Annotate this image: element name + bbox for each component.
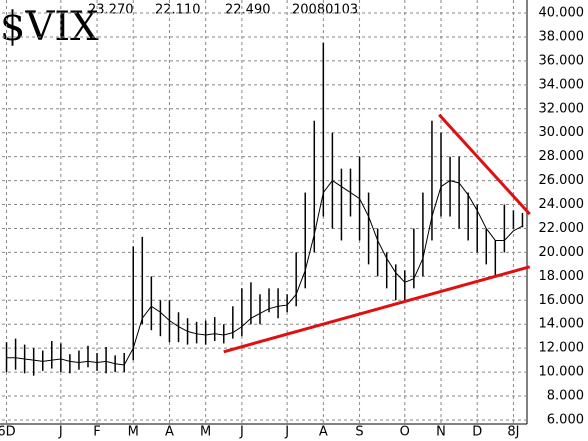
x-tick-label: M xyxy=(200,425,211,440)
x-tick-label: S xyxy=(355,425,363,440)
y-tick-label: 34.000 xyxy=(539,77,585,92)
y-tick-label: 14.000 xyxy=(539,317,585,332)
y-tick-label: 32.000 xyxy=(539,101,585,116)
header-value: 23.270 xyxy=(88,3,134,18)
x-tick-label: 8J xyxy=(507,425,519,440)
x-tick-label: J xyxy=(284,425,289,440)
x-tick-label: J xyxy=(58,425,63,440)
y-tick-label: 36.000 xyxy=(539,53,585,68)
x-tick-label: O xyxy=(400,425,410,440)
y-tick-label: 38.000 xyxy=(539,29,585,44)
x-tick-label: F xyxy=(93,425,100,440)
y-tick-label: 20.000 xyxy=(539,245,585,260)
x-tick-label: J xyxy=(239,425,244,440)
y-tick-label: 40.000 xyxy=(539,6,585,21)
y-tick-label: 30.000 xyxy=(539,125,585,140)
trendline xyxy=(438,113,531,216)
x-tick-label: D xyxy=(472,425,482,440)
y-tick-label: 8.000 xyxy=(547,389,584,404)
x-tick-label: A xyxy=(319,425,328,440)
y-tick-label: 6.000 xyxy=(547,413,584,428)
y-tick-label: 10.000 xyxy=(539,365,585,380)
y-tick-label: 26.000 xyxy=(539,173,585,188)
y-tick-label: 24.000 xyxy=(539,197,585,212)
y-tick-label: 28.000 xyxy=(539,149,585,164)
y-tick-label: 16.000 xyxy=(539,293,585,308)
header-value: 22.490 xyxy=(225,3,271,18)
header-value: 22.110 xyxy=(155,3,201,18)
x-tick-label: M xyxy=(128,425,139,440)
chart-title: $VIX xyxy=(0,4,99,50)
x-tick-label: 6D xyxy=(0,425,16,440)
x-tick-label: A xyxy=(165,425,174,440)
trendline xyxy=(223,265,531,354)
y-tick-label: 18.000 xyxy=(539,269,585,284)
x-tick-label: N xyxy=(436,425,446,440)
moving-average xyxy=(6,179,523,366)
y-tick-label: 22.000 xyxy=(539,221,585,236)
y-tick-label: 12.000 xyxy=(539,341,585,356)
header-value: 20080103 xyxy=(292,3,358,18)
